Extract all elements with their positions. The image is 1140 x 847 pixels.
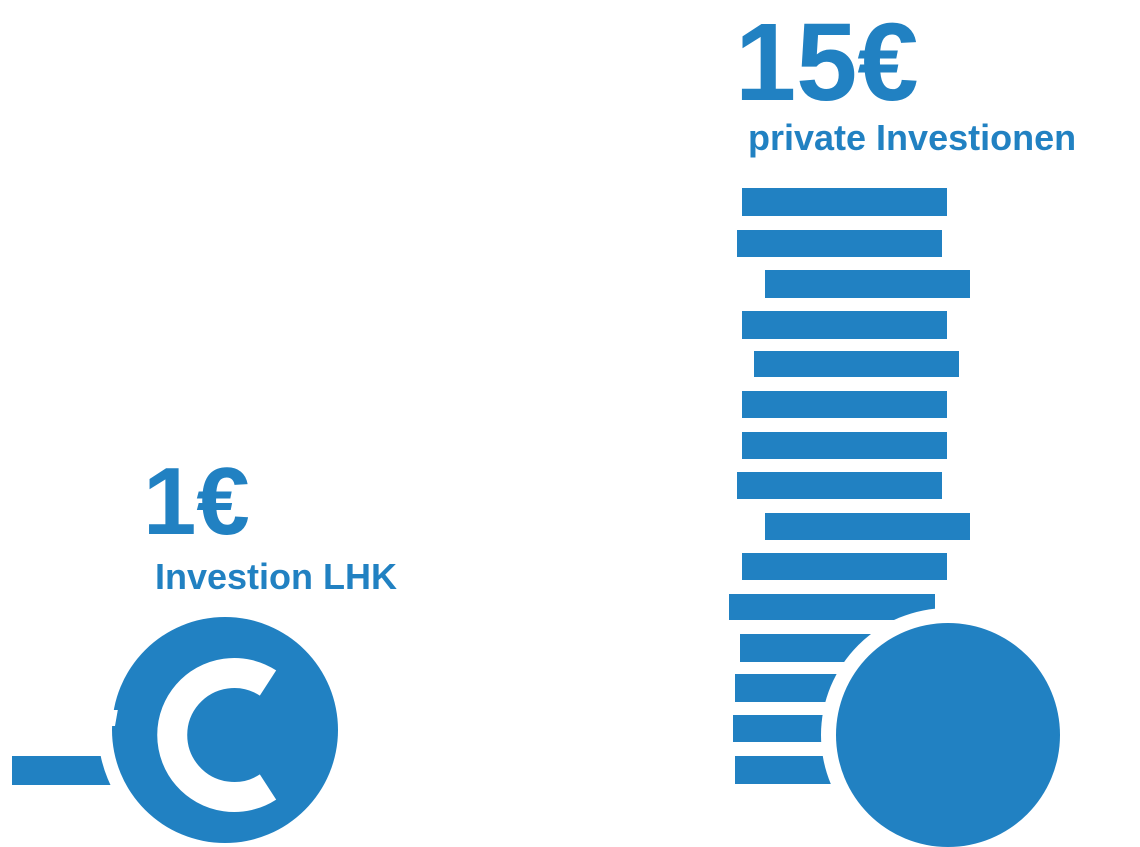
stacked-coin bbox=[765, 513, 970, 540]
stacked-coin bbox=[742, 311, 947, 339]
stacked-coin bbox=[765, 270, 970, 298]
stacked-coin bbox=[742, 432, 947, 459]
right-label: private Investionen bbox=[748, 117, 1076, 158]
stacked-coin bbox=[742, 188, 947, 216]
stacked-coin bbox=[754, 351, 959, 377]
stacked-coin bbox=[729, 594, 935, 620]
euro-bar bbox=[11, 740, 105, 756]
euro-bar bbox=[19, 710, 118, 726]
left-amount: 1€ bbox=[143, 448, 250, 555]
stacked-coin bbox=[737, 230, 942, 257]
right-amount: 15€ bbox=[735, 1, 919, 124]
euro-arc bbox=[157, 658, 277, 812]
front-coin bbox=[836, 623, 1060, 847]
coin bbox=[112, 617, 338, 843]
coin-stack bbox=[729, 188, 1075, 847]
single-coin bbox=[11, 603, 352, 847]
stacked-coin bbox=[742, 553, 947, 580]
stacked-coin bbox=[737, 472, 942, 499]
stacked-coin bbox=[742, 391, 947, 418]
left-label: Investion LHK bbox=[155, 556, 397, 597]
coin-motion-dash bbox=[12, 755, 112, 785]
